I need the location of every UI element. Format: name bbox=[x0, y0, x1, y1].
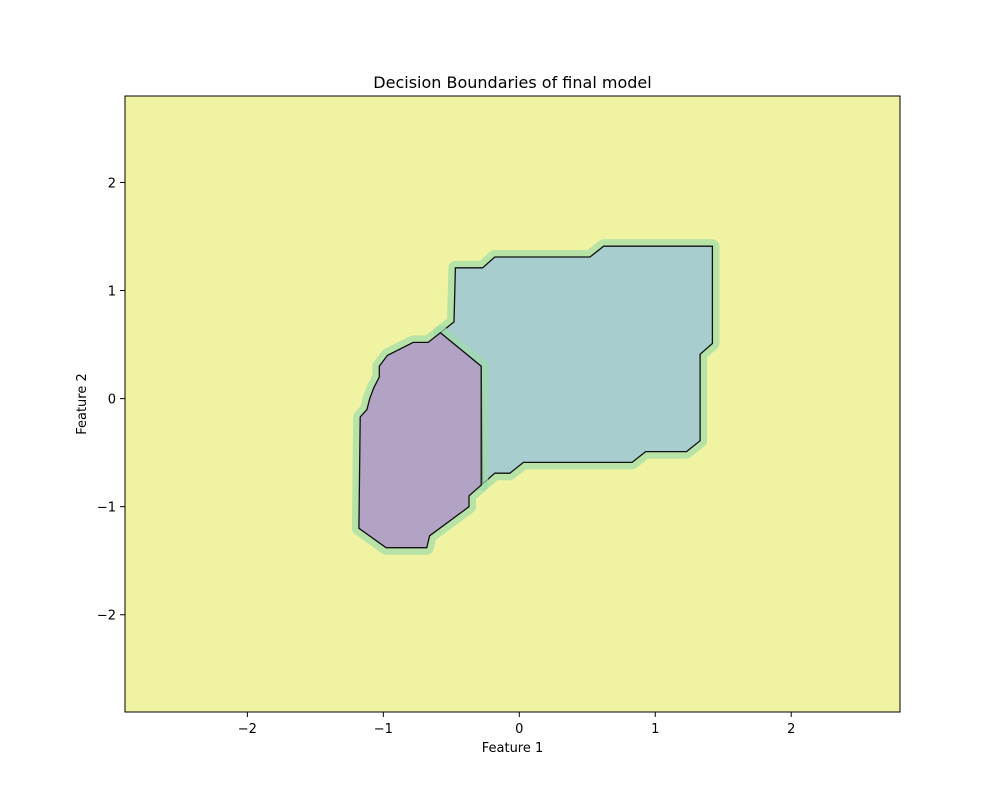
y-tick-label: −2 bbox=[97, 609, 116, 624]
chart-title: Decision Boundaries of final model bbox=[373, 73, 651, 92]
y-axis: −2 −1 0 1 2 bbox=[97, 176, 125, 624]
plot-area bbox=[124, 95, 901, 713]
x-tick-label: −2 bbox=[238, 722, 257, 737]
class-0-boundary-line bbox=[358, 331, 482, 549]
y-axis-label: Feature 2 bbox=[75, 373, 90, 435]
y-tick-label: 2 bbox=[108, 176, 116, 191]
class-1-region bbox=[440, 246, 713, 484]
x-tick-label: 2 bbox=[787, 722, 795, 737]
x-tick-label: 0 bbox=[515, 722, 523, 737]
x-tick-label: −1 bbox=[374, 722, 393, 737]
class-0-region bbox=[358, 332, 482, 548]
y-tick-label: 0 bbox=[108, 393, 116, 408]
y-tick-label: 1 bbox=[108, 285, 116, 300]
x-tick-label: 1 bbox=[651, 722, 659, 737]
y-tick-label: −1 bbox=[97, 501, 116, 516]
x-axis-label: Feature 1 bbox=[482, 741, 544, 756]
plot-frame bbox=[124, 95, 901, 713]
x-axis: −2 −1 0 1 2 bbox=[238, 712, 795, 737]
